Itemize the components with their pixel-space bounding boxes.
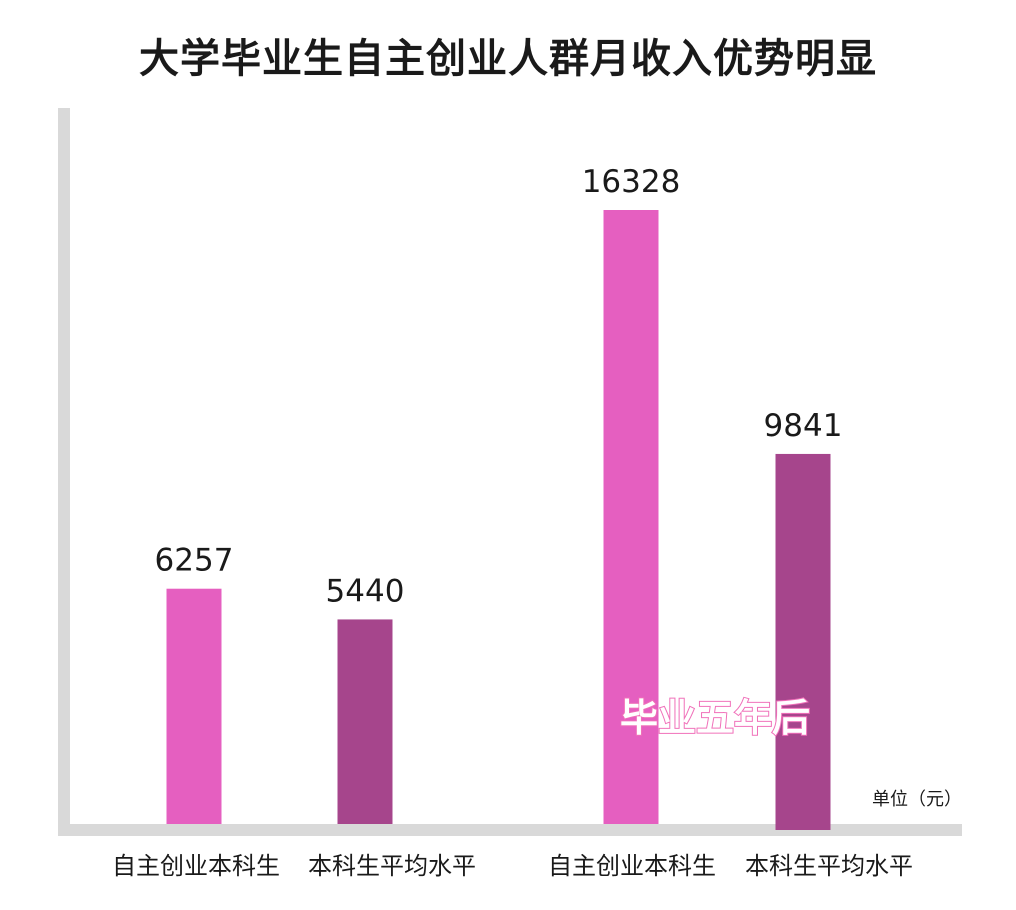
chart-title: 大学毕业生自主创业人群月收入优势明显: [139, 36, 877, 82]
labels-group: 6257 自主创业本科生 5440 本科生平均水平 16328 自主创业本科生 9841 本科…: [112, 164, 913, 880]
value-label-1: 6257: [155, 543, 234, 579]
unit-label: 单位（元）: [872, 789, 962, 810]
x-axis-line: [58, 824, 962, 836]
category-label-2: 本科生平均水平: [308, 852, 476, 880]
category-label-3: 自主创业本科生: [548, 852, 716, 880]
value-label-3: 16328: [582, 164, 681, 200]
bar-4: [775, 453, 831, 830]
bars-group: [166, 210, 831, 830]
annotation-label: 毕业五年后: [620, 696, 810, 740]
y-axis-line: [58, 108, 70, 836]
category-label-1: 自主创业本科生: [112, 852, 280, 880]
bar-1: [166, 588, 222, 824]
category-label-4: 本科生平均水平: [745, 852, 913, 880]
bar-2: [337, 619, 393, 824]
value-label-2: 5440: [326, 573, 405, 609]
bar-3: [603, 210, 659, 824]
value-label-4: 9841: [764, 408, 843, 444]
